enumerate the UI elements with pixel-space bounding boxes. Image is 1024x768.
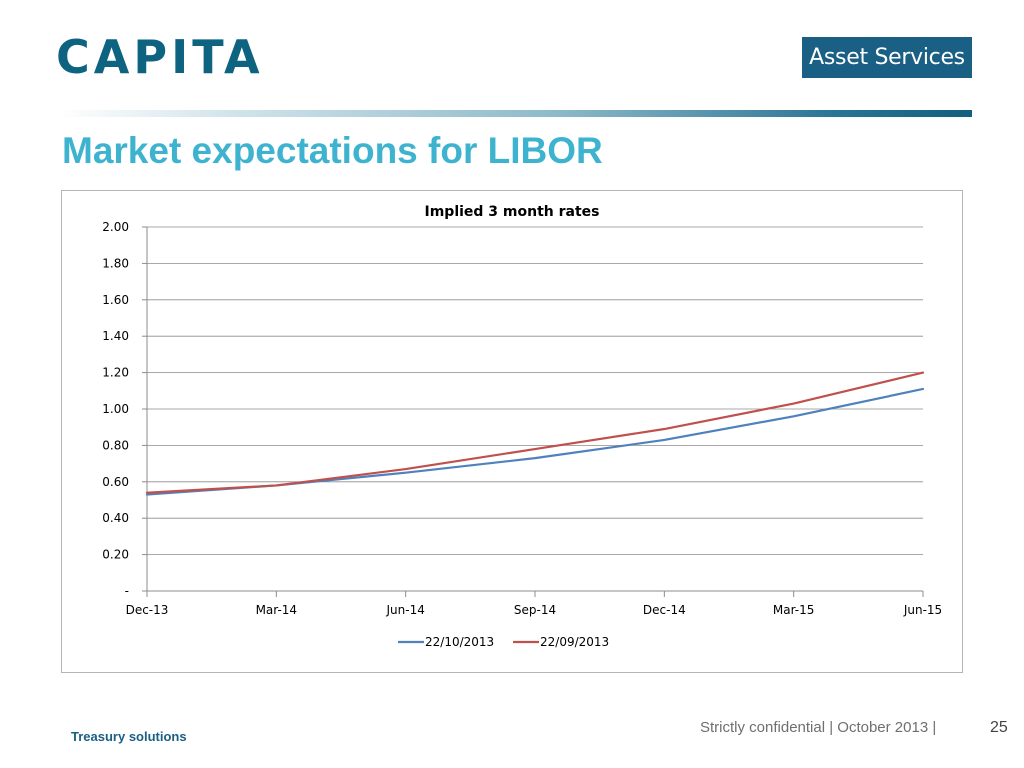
chart-container: Implied 3 month rates - 0.20 0.40 0.60 0.80 1…	[61, 190, 963, 673]
x-tick-label: Sep-14	[514, 603, 556, 617]
slide-title: Market expectations for LIBOR	[62, 130, 603, 171]
y-tick-label: 0.60	[102, 475, 129, 489]
y-tick-label: 2.00	[102, 220, 129, 234]
footer-department: Treasury solutions	[71, 729, 187, 744]
y-tick-label: 1.80	[102, 256, 129, 270]
chart-title: Implied 3 month rates	[425, 204, 600, 220]
series-line-1	[145, 387, 925, 496]
y-tick-label: 1.60	[102, 293, 129, 307]
y-tick-label: 1.20	[102, 366, 129, 380]
series-line-2	[145, 371, 925, 494]
page-number: 25	[990, 719, 1008, 736]
y-tick-label: -	[125, 584, 129, 598]
capita-logo: CAPITA	[56, 30, 264, 84]
y-tick-label: 1.40	[102, 329, 129, 343]
footer-confidential: Strictly confidential | October 2013 |	[700, 719, 937, 736]
asset-services-badge: Asset Services	[802, 37, 972, 78]
y-tick-label: 0.80	[102, 438, 129, 452]
x-tick-label: Jun-15	[903, 603, 942, 617]
y-tick-label: 1.00	[102, 402, 129, 416]
y-tick-label: 0.20	[102, 548, 129, 562]
x-tick-label: Jun-14	[385, 603, 424, 617]
y-tick-label: 0.40	[102, 511, 129, 525]
x-tick-label: Dec-13	[126, 603, 169, 617]
legend-label-2: 22/09/2013	[540, 635, 609, 649]
legend-label-1: 22/10/2013	[425, 635, 494, 649]
line-chart: Implied 3 month rates - 0.20 0.40 0.60 0.80 1…	[102, 204, 942, 649]
x-tick-label: Mar-15	[773, 603, 814, 617]
header-divider	[56, 110, 972, 117]
x-tick-label: Mar-14	[256, 603, 297, 617]
x-tick-label: Dec-14	[643, 603, 686, 617]
